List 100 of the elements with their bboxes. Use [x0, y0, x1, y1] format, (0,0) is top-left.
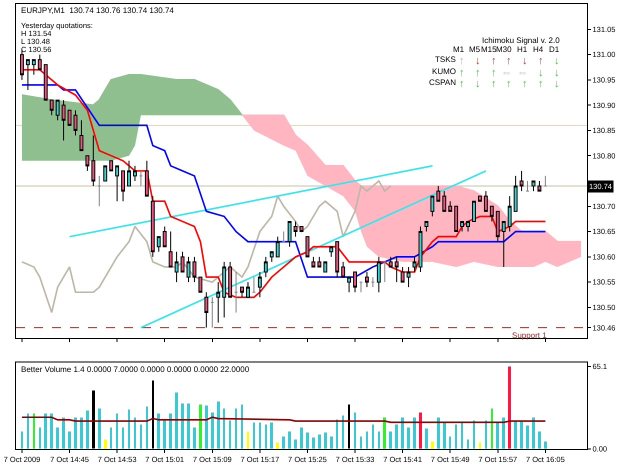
candlestick: [412, 256, 416, 273]
text: ↑: [459, 67, 464, 79]
candlestick: [294, 220, 298, 238]
candlestick: [91, 134, 96, 187]
bar: [146, 406, 148, 449]
candlestick: [317, 256, 322, 268]
bar: [44, 414, 47, 449]
bar: [467, 440, 469, 449]
bar: [187, 404, 190, 449]
bar: [437, 418, 440, 449]
bar: [419, 412, 422, 449]
text: ↓: [522, 55, 528, 67]
bar: [140, 424, 142, 449]
bar: [342, 416, 344, 449]
candlestick: [478, 196, 482, 202]
text: ↑: [491, 55, 496, 67]
candlestick: [466, 220, 470, 232]
candlestick: [382, 261, 387, 283]
candlestick: [186, 256, 190, 283]
category-label: M30: [496, 45, 512, 54]
candlestick: [246, 282, 250, 298]
bar: [544, 442, 547, 449]
bar: [122, 428, 124, 449]
bar: [401, 418, 404, 449]
bar: [74, 418, 77, 449]
text: Ichimoku Signal v. 2.0: [482, 36, 560, 45]
candlestick: [388, 256, 393, 268]
bar: [532, 418, 535, 449]
bar: [21, 432, 23, 449]
candlestick: [180, 251, 184, 273]
candlestick: [341, 261, 346, 278]
bar: [431, 442, 434, 449]
bar: [395, 424, 398, 449]
bar: [56, 428, 59, 449]
candlestick: [97, 175, 102, 207]
candlestick: [370, 276, 375, 288]
bar: [68, 432, 71, 449]
text: ↓: [475, 55, 480, 67]
candlestick: [323, 261, 328, 273]
text: ↑: [491, 67, 496, 79]
candlestick: [174, 251, 179, 283]
candlestick: [472, 200, 476, 222]
bar: [265, 424, 267, 449]
candlestick: [68, 110, 72, 126]
bar: [514, 420, 517, 449]
candlestick: [532, 180, 536, 192]
bar: [27, 414, 29, 449]
candlestick: [508, 196, 512, 232]
bar: [199, 404, 202, 449]
category-label: H4: [533, 45, 544, 54]
text: ↑: [459, 78, 464, 90]
text: ↓: [554, 78, 560, 90]
candlestick: [335, 241, 340, 278]
candlestick: [460, 220, 464, 232]
bar: [508, 366, 511, 449]
line-series: [21, 68, 546, 298]
chart-title: Better Volume 1.4 0.0000 7.0000 0.0000 0.0000 0.0000 22.0000: [21, 365, 250, 374]
candlestick: [282, 231, 286, 242]
bar: [502, 418, 505, 449]
bar: [62, 418, 65, 449]
candlestick: [222, 261, 226, 318]
bar: [443, 422, 446, 449]
bar: [413, 418, 416, 449]
candlestick: [216, 282, 220, 324]
candlestick: [150, 196, 155, 258]
bar: [520, 420, 523, 449]
bar: [86, 410, 89, 449]
candlestick: [543, 175, 548, 187]
bar: [50, 414, 53, 449]
bar: [223, 408, 225, 449]
candlestick: [514, 175, 518, 212]
bar: [407, 428, 410, 449]
candlestick: [537, 180, 542, 192]
bar: [163, 420, 166, 449]
candlestick: [258, 272, 262, 298]
candlestick: [204, 292, 208, 328]
candlestick: [424, 220, 428, 232]
text: ↑: [506, 78, 512, 90]
category-label: D1: [549, 45, 560, 54]
candlestick: [364, 272, 369, 288]
text: ↑: [538, 55, 544, 67]
category-label: M1: [453, 45, 465, 54]
text: ↑: [491, 78, 496, 90]
text: ↓: [475, 78, 480, 90]
bar: [175, 392, 178, 449]
candlestick: [62, 100, 66, 142]
candlestick: [400, 266, 405, 283]
bar: [288, 432, 291, 449]
bar: [294, 440, 297, 449]
candlestick: [502, 220, 506, 268]
candlestick: [520, 170, 524, 192]
bar: [104, 440, 107, 449]
bar: [205, 406, 208, 449]
candlestick: [406, 266, 411, 288]
candlestick: [56, 100, 60, 121]
bar: [98, 408, 101, 449]
candlestick: [144, 160, 149, 197]
bar: [134, 418, 136, 449]
text: ↓: [538, 67, 544, 79]
bar: [526, 426, 529, 449]
